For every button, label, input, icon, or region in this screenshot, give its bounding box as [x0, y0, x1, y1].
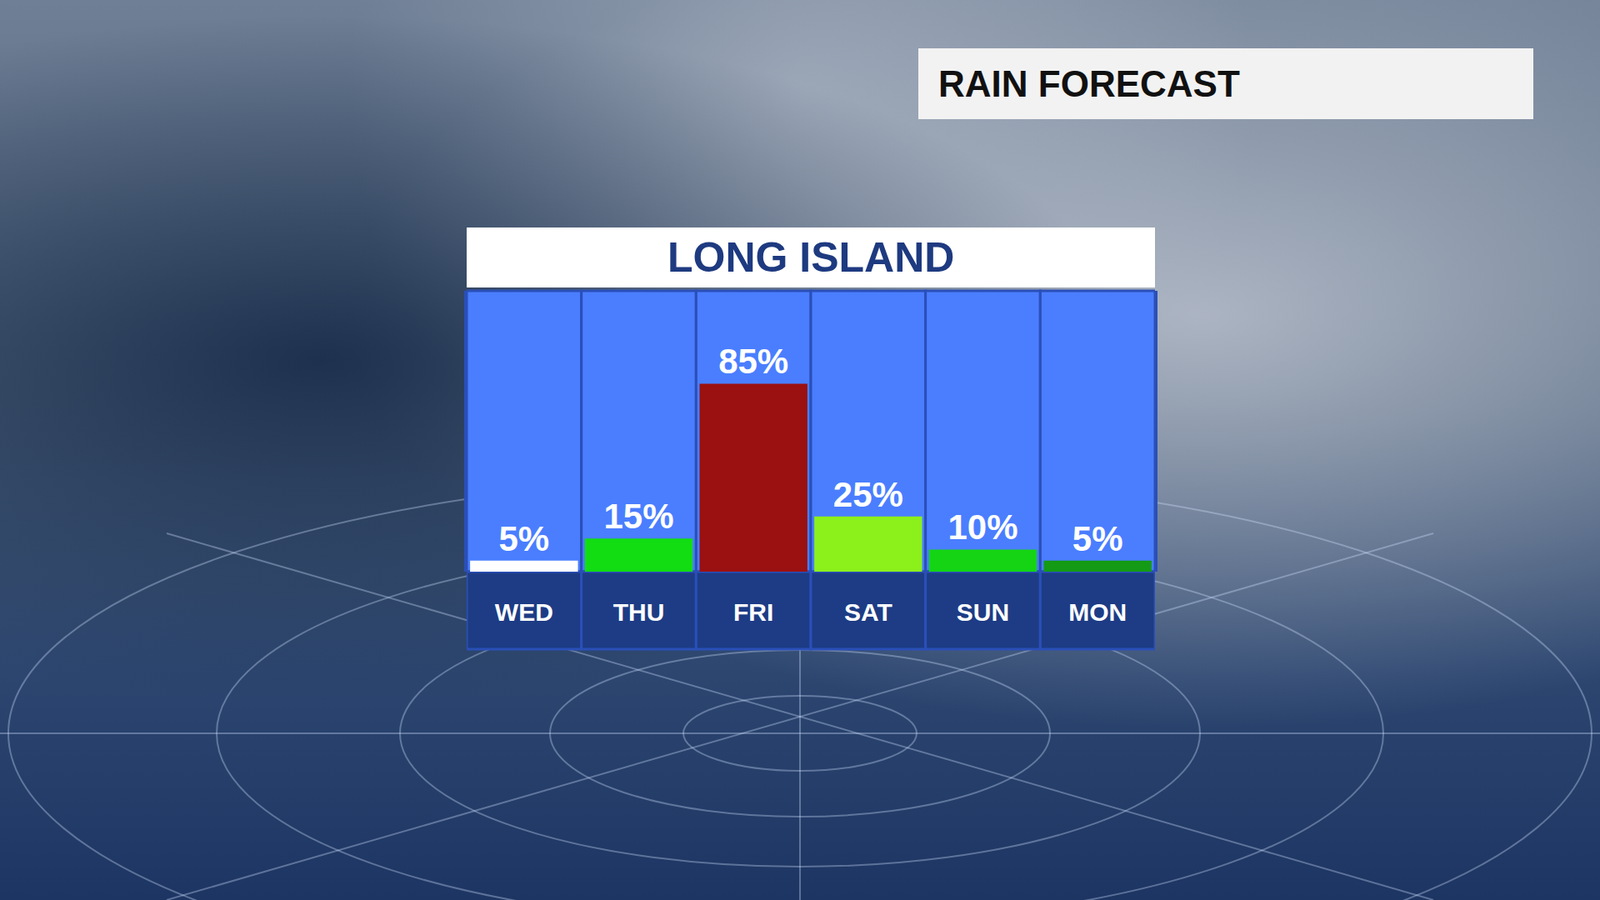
svg-text:MON: MON — [1068, 598, 1127, 626]
svg-text:LONG ISLAND: LONG ISLAND — [667, 234, 955, 281]
svg-text:SAT: SAT — [844, 598, 893, 626]
svg-text:10%: 10% — [947, 507, 1018, 547]
html-text:RAIN FORECAST: RAIN FORECAST — [938, 62, 1240, 104]
svg-text:5%: 5% — [1072, 519, 1124, 559]
svg-text:15%: 15% — [603, 496, 674, 536]
svg-text:THU: THU — [613, 598, 665, 626]
svg-text:WED: WED — [495, 598, 554, 626]
svg-text:85%: 85% — [718, 341, 789, 381]
svg-text:5%: 5% — [498, 519, 550, 559]
svg-text:SUN: SUN — [956, 598, 1010, 626]
svg-text:FRI: FRI — [733, 598, 774, 626]
svg-text:25%: 25% — [833, 475, 904, 515]
